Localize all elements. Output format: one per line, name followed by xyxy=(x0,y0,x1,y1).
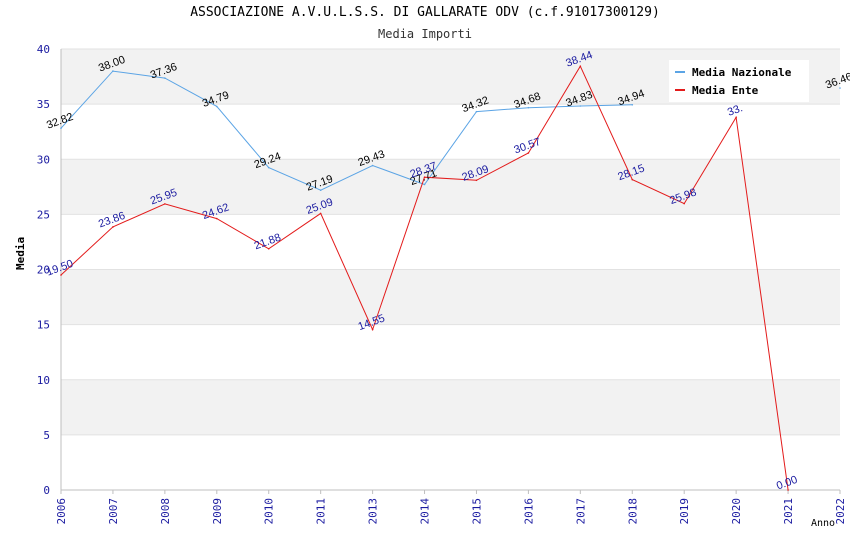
data-point xyxy=(319,212,322,215)
data-point xyxy=(475,179,478,182)
x-tick-label: 2013 xyxy=(367,498,380,525)
x-tick-label: 2015 xyxy=(470,498,483,525)
grid-band xyxy=(61,379,840,435)
chart-subtitle: Media Importi xyxy=(378,27,472,41)
legend-item-media-ente: Media Ente xyxy=(675,82,758,98)
data-point xyxy=(839,87,841,89)
data-point xyxy=(164,203,166,205)
data-point xyxy=(631,103,634,106)
x-tick-label: 2009 xyxy=(211,498,224,525)
data-point xyxy=(267,166,270,169)
data-point xyxy=(423,176,426,179)
data-point xyxy=(579,65,582,67)
data-point xyxy=(319,189,322,192)
legend-item-media-nazionale: Media Nazionale xyxy=(675,64,791,80)
data-point xyxy=(164,77,166,79)
series-line-0 xyxy=(60,70,633,191)
data-point xyxy=(216,217,218,220)
data-label: 32.82 xyxy=(45,111,75,132)
x-tick-label: 2016 xyxy=(522,498,535,525)
data-point xyxy=(475,110,478,113)
data-point xyxy=(683,202,685,205)
chart-title: ASSOCIAZIONE A.V.U.L.S.S. DI GALLARATE O… xyxy=(190,5,660,20)
data-point xyxy=(371,164,374,167)
data-point xyxy=(787,489,789,491)
data-point xyxy=(371,328,374,331)
axes: 0 5 10 15 20 25 30 35 40 2006 2007 2008 2009 2010 2011… xyxy=(37,43,847,525)
legend: Media Nazionale Media Ente xyxy=(669,60,809,102)
series-lines xyxy=(60,65,841,491)
x-tick-label: 2019 xyxy=(678,498,691,525)
data-point xyxy=(112,226,114,228)
y-tick-label: 10 xyxy=(37,374,50,387)
data-label: 21.88 xyxy=(253,232,283,253)
data-point xyxy=(579,105,582,107)
x-tick-label: 2021 xyxy=(782,498,795,525)
data-point xyxy=(631,178,634,181)
grid-bands xyxy=(61,48,840,491)
data-label: 33. xyxy=(726,102,744,119)
data-point xyxy=(60,274,62,276)
data-point xyxy=(735,116,737,119)
data-point xyxy=(60,127,62,129)
y-tick-label: 35 xyxy=(37,98,50,111)
y-tick-label: 5 xyxy=(43,429,50,442)
x-tick-label: 2017 xyxy=(574,498,587,525)
legend-swatch-media-nazionale xyxy=(675,71,685,73)
grid-band xyxy=(61,159,840,215)
y-tick-label: 15 xyxy=(37,319,50,332)
y-tick-label: 25 xyxy=(37,208,50,221)
data-point xyxy=(112,70,114,72)
x-tick-label: 2022 xyxy=(834,498,847,525)
x-tick-label: 2006 xyxy=(55,498,68,525)
data-point xyxy=(527,152,530,154)
data-point xyxy=(527,106,530,109)
x-tick-label: 2018 xyxy=(626,498,639,525)
x-axis-label: Anno xyxy=(811,518,836,529)
x-tick-label: 2020 xyxy=(730,498,743,525)
y-tick-label: 30 xyxy=(37,153,50,166)
legend-swatch-media-ente xyxy=(675,89,685,91)
x-tick-label: 2007 xyxy=(107,498,120,525)
x-tick-label: 2010 xyxy=(263,498,276,525)
y-tick-label: 40 xyxy=(37,43,50,56)
x-tick-label: 2011 xyxy=(315,498,328,525)
grid-band xyxy=(61,269,840,325)
y-tick-label: 0 xyxy=(43,484,50,497)
x-tick-label: 2008 xyxy=(159,498,172,525)
data-point xyxy=(423,183,426,186)
legend-label-media-ente: Media Ente xyxy=(692,83,759,97)
legend-label-media-nazionale: Media Nazionale xyxy=(692,65,792,79)
data-point xyxy=(216,105,218,108)
x-tick-label: 2014 xyxy=(419,498,432,525)
y-axis-label: Media xyxy=(14,236,27,270)
data-point xyxy=(267,247,270,250)
y-tick-label: 20 xyxy=(37,264,50,277)
